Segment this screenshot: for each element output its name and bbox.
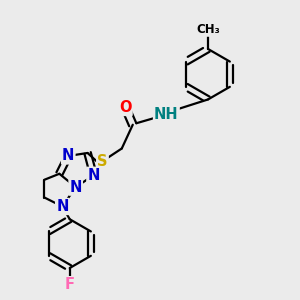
Text: N: N	[62, 148, 74, 164]
Text: F: F	[65, 277, 75, 292]
Text: N: N	[87, 168, 100, 183]
Text: NH: NH	[154, 107, 179, 122]
Text: CH₃: CH₃	[196, 23, 220, 36]
Text: O: O	[119, 100, 132, 115]
Text: N: N	[70, 180, 82, 195]
Text: N: N	[56, 199, 68, 214]
Text: S: S	[97, 154, 108, 169]
